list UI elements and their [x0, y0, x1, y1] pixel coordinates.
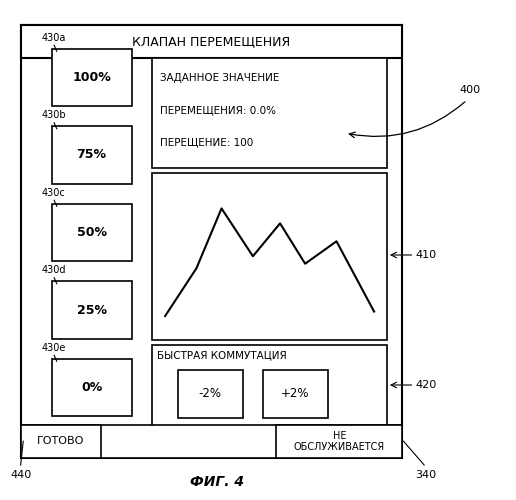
- Bar: [21, 25, 402, 458]
- Text: КЛАПАН ПЕРЕМЕЩЕНИЯ: КЛАПАН ПЕРЕМЕЩЕНИЯ: [133, 35, 291, 48]
- Bar: [178, 370, 243, 418]
- Text: 440: 440: [10, 470, 31, 480]
- Text: 340: 340: [415, 470, 437, 480]
- Text: 100%: 100%: [72, 71, 111, 84]
- Text: 430e: 430e: [41, 343, 66, 353]
- Text: 410: 410: [415, 250, 437, 260]
- Text: 430a: 430a: [41, 33, 66, 43]
- Text: НЕ
ОБСЛУЖИВАЕТСЯ: НЕ ОБСЛУЖИВАЕТСЯ: [294, 431, 385, 452]
- Text: 430d: 430d: [41, 265, 66, 275]
- Text: 400: 400: [459, 85, 480, 95]
- Text: 50%: 50%: [76, 226, 107, 239]
- Bar: [276, 425, 402, 458]
- Bar: [52, 204, 132, 261]
- Text: 75%: 75%: [76, 148, 107, 162]
- Text: ПЕРЕЩЕНИЕ: 100: ПЕРЕЩЕНИЕ: 100: [160, 138, 253, 147]
- Bar: [21, 425, 402, 458]
- Bar: [152, 58, 387, 168]
- Bar: [52, 49, 132, 106]
- Text: 430b: 430b: [41, 110, 66, 120]
- Text: 420: 420: [415, 380, 437, 390]
- Text: 25%: 25%: [76, 304, 107, 316]
- Bar: [52, 281, 132, 339]
- Bar: [263, 370, 328, 418]
- Bar: [21, 425, 101, 458]
- Text: +2%: +2%: [281, 387, 310, 400]
- Text: ГОТОВО: ГОТОВО: [37, 436, 84, 446]
- Bar: [21, 25, 402, 58]
- Text: ЗАДАННОЕ ЗНАЧЕНИЕ: ЗАДАННОЕ ЗНАЧЕНИЕ: [160, 72, 279, 83]
- Text: 0%: 0%: [81, 381, 102, 394]
- Bar: [152, 345, 387, 428]
- Bar: [52, 359, 132, 416]
- Text: -2%: -2%: [199, 387, 222, 400]
- Text: 430c: 430c: [41, 188, 65, 198]
- Bar: [52, 126, 132, 184]
- Text: БЫСТРАЯ КОММУТАЦИЯ: БЫСТРАЯ КОММУТАЦИЯ: [157, 350, 287, 360]
- Bar: [152, 172, 387, 340]
- Text: ПЕРЕМЕЩЕНИЯ: 0.0%: ПЕРЕМЕЩЕНИЯ: 0.0%: [160, 105, 276, 115]
- Text: ФИГ. 4: ФИГ. 4: [190, 476, 244, 490]
